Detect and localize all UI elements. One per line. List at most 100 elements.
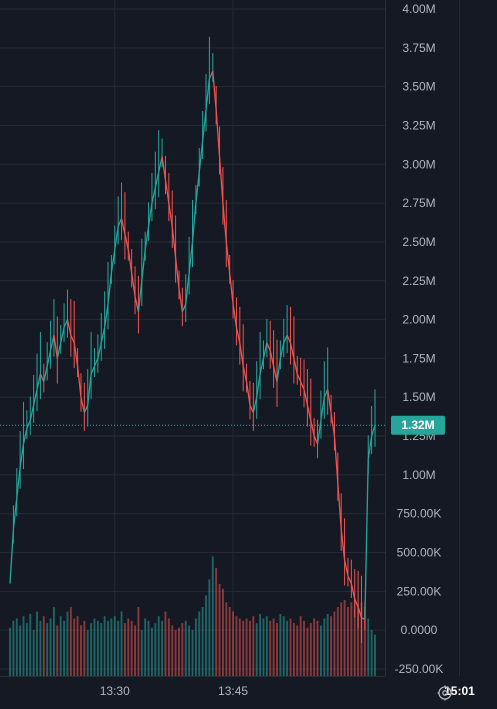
volume-bar <box>269 620 272 676</box>
volume-bar <box>137 607 140 676</box>
volume-bar <box>117 620 120 676</box>
volume-bar <box>296 625 299 676</box>
series-segment <box>222 203 227 242</box>
settings-gear-icon[interactable] <box>436 684 454 702</box>
series-segment <box>33 389 38 406</box>
volume-bar <box>367 618 370 676</box>
series-line <box>9 36 376 643</box>
volume-bar <box>336 607 339 676</box>
volume-bar <box>286 620 289 676</box>
volume-bar <box>340 602 343 676</box>
series-segment <box>286 334 292 344</box>
volume-bar <box>316 620 319 676</box>
y-tick-label: 2.25M <box>402 274 435 288</box>
series-segment <box>296 373 302 382</box>
series-segment <box>22 428 28 444</box>
series-segment <box>73 342 79 367</box>
series-segment <box>300 381 305 390</box>
volume-bar <box>333 611 336 676</box>
volume-bar <box>303 620 305 676</box>
volume-bar <box>25 623 28 676</box>
series-segment <box>127 249 133 274</box>
y-tick-label: 0.0000 <box>401 623 438 637</box>
volume-bar <box>282 616 285 676</box>
series-segment <box>350 583 356 600</box>
series-segment <box>256 373 261 398</box>
volume-bar <box>53 607 55 676</box>
series-segment <box>333 436 339 483</box>
series-segment <box>29 404 35 421</box>
series-segment <box>269 350 275 367</box>
volume-bar <box>76 616 79 676</box>
volume-bar <box>194 618 197 676</box>
series-segment <box>266 342 271 351</box>
last-value-label: 1.32M <box>401 418 434 432</box>
series-segment <box>195 171 200 204</box>
volume-bar <box>86 630 89 676</box>
volume-bar <box>161 620 164 676</box>
series-segment <box>46 350 52 367</box>
series-segment <box>154 171 160 188</box>
volume-bar <box>15 618 18 676</box>
series-segment <box>320 397 325 421</box>
series-segment <box>218 156 224 204</box>
series-segment <box>117 218 123 227</box>
series-segment <box>120 218 126 235</box>
volume-bar <box>19 625 22 676</box>
volume-bar <box>198 611 201 676</box>
volume-bar <box>279 613 282 676</box>
volume-bar <box>215 567 218 676</box>
series-segment <box>39 373 45 382</box>
series-segment <box>144 226 150 250</box>
series-segment <box>323 389 329 398</box>
volume-bar <box>252 616 255 676</box>
x-tick-label: 13:45 <box>218 684 248 698</box>
series-segment <box>330 412 336 437</box>
y-tick-label: 1.75M <box>402 351 435 365</box>
y-tick-label: 3.75M <box>402 41 435 55</box>
volume-bar <box>167 618 170 676</box>
series-segment <box>181 303 187 313</box>
series-segment <box>212 71 217 110</box>
series-segment <box>232 303 238 328</box>
volume-bar <box>259 613 262 676</box>
series-segment <box>174 257 180 289</box>
volume-bar <box>265 616 268 676</box>
volume-bar <box>255 623 258 676</box>
volume-bar <box>225 602 228 676</box>
y-tick-label: 500.00K <box>397 546 442 560</box>
volume-bar <box>127 618 130 676</box>
series-segment <box>208 70 214 80</box>
series-segment <box>252 397 258 413</box>
volume-bar <box>107 620 109 676</box>
volume-bar <box>56 625 59 676</box>
volume-bar <box>49 618 52 676</box>
series-segment <box>171 226 177 258</box>
volume-bar <box>249 620 251 676</box>
volume-bar <box>299 616 302 676</box>
volume-bar <box>22 616 25 676</box>
series-segment <box>178 288 184 312</box>
series-segment <box>201 109 207 142</box>
series-segment <box>147 203 153 227</box>
volume-bar <box>178 627 180 676</box>
volume-bar <box>319 625 322 676</box>
volume-bar <box>29 613 32 676</box>
volume-bar <box>90 623 93 676</box>
series-segment <box>293 358 298 375</box>
series-segment <box>367 435 373 460</box>
y-tick-label: 250.00K <box>397 584 442 598</box>
series-segment <box>141 249 146 281</box>
volume-bar <box>343 600 346 676</box>
volume-bar <box>363 607 366 676</box>
series-segment <box>354 598 359 608</box>
volume-bar <box>235 616 238 676</box>
series-segment <box>191 203 197 242</box>
series-segment <box>306 404 312 421</box>
volume-bar <box>154 623 157 676</box>
series-segment <box>134 296 140 312</box>
volume-bar <box>188 625 191 676</box>
y-tick-label: 750.00K <box>397 507 442 521</box>
volume-bar <box>350 602 353 676</box>
